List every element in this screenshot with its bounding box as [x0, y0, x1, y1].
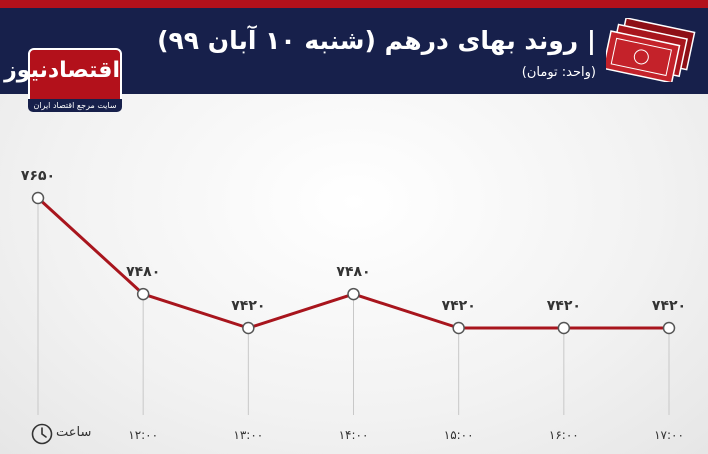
logo-tagline: سایت مرجع اقتصاد ایران [28, 99, 122, 112]
unit-label: (واحد: تومان) [521, 65, 596, 80]
data-point [136, 287, 150, 301]
data-point [662, 321, 676, 335]
x-tick-label: ۱۴:۰۰ [339, 428, 369, 442]
x-tick-label: ۱۶:۰۰ [549, 428, 579, 442]
x-tick-label: ۱۵:۰۰ [444, 428, 474, 442]
data-label: ۷۴۲۰ [547, 298, 581, 314]
clock-icon [31, 423, 53, 445]
data-point [31, 191, 45, 205]
data-label: ۷۴۲۰ [652, 298, 686, 314]
x-tick-label: ۱۳:۰۰ [233, 428, 263, 442]
x-tick-label: ۱۷:۰۰ [654, 428, 684, 442]
banknotes-icon [606, 18, 696, 82]
data-point [242, 321, 255, 335]
data-label: ۷۴۲۰ [231, 298, 265, 314]
data-point [452, 321, 465, 335]
data-label: ۷۶۵۰ [21, 168, 55, 184]
data-label: ۷۴۸۰ [126, 264, 160, 280]
data-label: ۷۴۲۰ [442, 298, 476, 314]
x-axis-label: ساعت [56, 425, 92, 440]
data-point [557, 321, 571, 335]
top-accent-bar [0, 0, 708, 8]
data-label: ۷۴۸۰ [336, 264, 370, 280]
logo-text: اقتصادنیوز [4, 58, 120, 83]
x-tick-label: ۱۲:۰۰ [128, 428, 158, 442]
data-point [347, 287, 360, 301]
chart-title: | روند بهای درهم (شنبه ۱۰ آبان ۹۹) [157, 26, 596, 55]
